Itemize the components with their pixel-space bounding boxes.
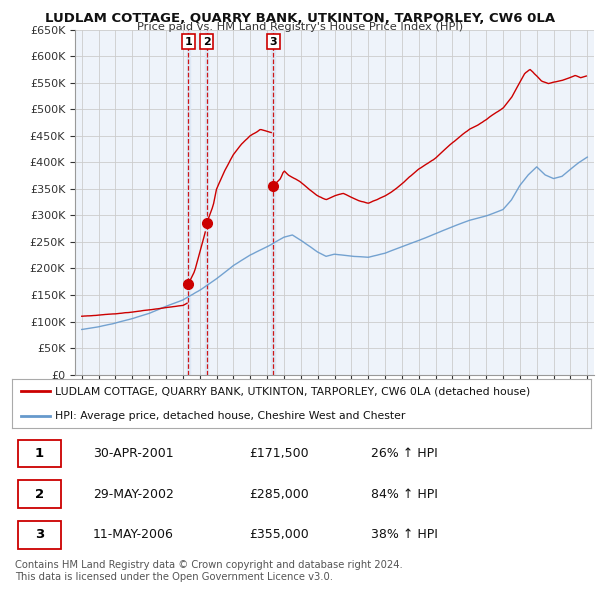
FancyBboxPatch shape bbox=[18, 480, 61, 508]
Text: 84% ↑ HPI: 84% ↑ HPI bbox=[371, 487, 438, 501]
Text: 2: 2 bbox=[35, 487, 44, 501]
Bar bbox=[271, 30, 275, 375]
Text: 29-MAY-2002: 29-MAY-2002 bbox=[93, 487, 174, 501]
FancyBboxPatch shape bbox=[18, 440, 61, 467]
FancyBboxPatch shape bbox=[18, 521, 61, 549]
Bar bbox=[187, 30, 190, 375]
Text: Price paid vs. HM Land Registry's House Price Index (HPI): Price paid vs. HM Land Registry's House … bbox=[137, 22, 463, 32]
Text: 38% ↑ HPI: 38% ↑ HPI bbox=[371, 528, 438, 541]
Text: 1: 1 bbox=[35, 447, 44, 460]
Text: 2: 2 bbox=[203, 37, 211, 47]
Text: £355,000: £355,000 bbox=[250, 528, 309, 541]
Text: 11-MAY-2006: 11-MAY-2006 bbox=[93, 528, 174, 541]
Text: HPI: Average price, detached house, Cheshire West and Chester: HPI: Average price, detached house, Ches… bbox=[55, 411, 406, 421]
Text: 26% ↑ HPI: 26% ↑ HPI bbox=[371, 447, 438, 460]
Text: 30-APR-2001: 30-APR-2001 bbox=[93, 447, 173, 460]
Text: 1: 1 bbox=[185, 37, 192, 47]
Bar bbox=[205, 30, 208, 375]
Text: LUDLAM COTTAGE, QUARRY BANK, UTKINTON, TARPORLEY, CW6 0LA: LUDLAM COTTAGE, QUARRY BANK, UTKINTON, T… bbox=[45, 12, 555, 25]
Text: £171,500: £171,500 bbox=[250, 447, 309, 460]
Text: LUDLAM COTTAGE, QUARRY BANK, UTKINTON, TARPORLEY, CW6 0LA (detached house): LUDLAM COTTAGE, QUARRY BANK, UTKINTON, T… bbox=[55, 386, 530, 396]
Text: £285,000: £285,000 bbox=[250, 487, 309, 501]
Text: 3: 3 bbox=[269, 37, 277, 47]
Text: 3: 3 bbox=[35, 528, 44, 541]
Text: Contains HM Land Registry data © Crown copyright and database right 2024.
This d: Contains HM Land Registry data © Crown c… bbox=[15, 560, 403, 582]
